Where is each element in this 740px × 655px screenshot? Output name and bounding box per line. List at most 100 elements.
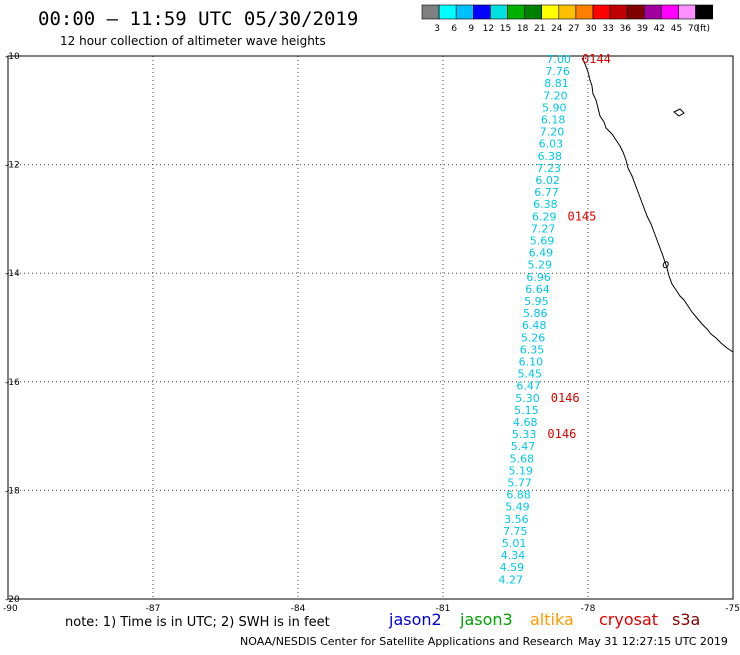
colorbar-label: 33	[602, 24, 613, 34]
wave-height-label: 7.20	[540, 126, 565, 139]
wave-height-label: 4.59	[500, 561, 525, 574]
lon-tick-label: -90	[3, 604, 18, 614]
wave-height-label: 5.30	[515, 392, 540, 405]
legend-s3a: s3a	[672, 610, 700, 629]
colorbar-label: 3	[434, 24, 440, 34]
lat-tick-label: -14	[5, 269, 20, 279]
colorbar-swatch	[626, 4, 645, 20]
lat-tick-label: -20	[5, 595, 20, 605]
coast-inlet	[662, 261, 669, 269]
wave-height-label: 4.34	[501, 549, 526, 562]
wave-height-label: 7.20	[543, 89, 568, 102]
wave-height-label: 5.26	[521, 331, 546, 344]
lon-tick-label: -84	[291, 604, 306, 614]
colorbar-label: 42	[654, 24, 665, 34]
wave-height-label: 6.48	[522, 319, 547, 332]
colorbar-swatch	[643, 4, 662, 20]
satellite-legend: jason2 jason3 altika cryosat s3a	[388, 610, 700, 629]
wave-height-label: 6.38	[533, 198, 558, 211]
color-scale: 3 6 9 12 15 18 21 24 27 30 33 36 39 42 45 70(ft)	[421, 4, 713, 34]
time-label: 0144	[582, 52, 611, 66]
wave-height-label: 8.81	[544, 77, 569, 90]
wave-height-label: 5.77	[507, 477, 532, 490]
wave-height-label: 6.29	[532, 210, 557, 223]
wave-height-label: 7.76	[545, 65, 570, 78]
wave-height-label: 6.10	[519, 356, 544, 369]
wave-height-label: 5.45	[517, 368, 542, 381]
colorbar-swatch	[541, 4, 560, 20]
wave-height-label: 3.56	[504, 513, 529, 526]
wave-height-label: 5.90	[542, 101, 567, 114]
wave-height-label: 7.75	[503, 525, 528, 538]
colorbar-swatch	[592, 4, 611, 20]
wave-height-label: 6.77	[534, 186, 559, 199]
wave-height-label: 6.35	[520, 343, 545, 356]
colorbar-swatch	[558, 4, 577, 20]
wave-height-label: 5.69	[530, 235, 555, 248]
colorbar-swatch	[507, 4, 525, 20]
footer-timestamp: May 31 12:27:15 UTC 2019	[578, 635, 728, 648]
legend-altika: altika	[530, 610, 574, 629]
time-label: 0146	[547, 427, 576, 441]
colorbar-label: 21	[534, 24, 545, 34]
lat-tick-label: -12	[5, 161, 20, 171]
satellite-track: 7.007.768.817.205.906.187.206.036.387.23…	[499, 52, 611, 586]
wave-height-label: 4.68	[513, 416, 538, 429]
note-text: note: 1) Time is in UTC; 2) SWH is in fe…	[65, 615, 330, 630]
map-frame	[7, 55, 734, 600]
lat-tick-label: -18	[5, 486, 20, 496]
wave-height-label: 5.29	[528, 259, 553, 272]
colorbar-swatch	[678, 4, 696, 20]
wave-height-label: 5.49	[505, 501, 530, 514]
wave-height-label: 6.02	[535, 174, 560, 187]
colorbar-label: 9	[468, 24, 474, 34]
wave-height-label: 5.01	[502, 537, 527, 550]
lon-tick-label: -81	[436, 604, 451, 614]
coastline-path	[581, 57, 734, 353]
wave-height-label: 5.19	[509, 464, 534, 477]
page-subtitle: 12 hour collection of altimeter wave hei…	[60, 34, 326, 48]
colorbar-label: 18	[517, 24, 529, 34]
colorbar-swatch	[524, 4, 542, 20]
wave-height-label: 6.88	[506, 489, 531, 502]
lon-tick-label: -75	[725, 604, 740, 614]
colorbar-swatch	[490, 4, 508, 20]
wave-height-label: 5.68	[510, 452, 535, 465]
colorbar-swatch	[472, 4, 491, 20]
time-label: 0145	[567, 209, 596, 223]
colorbar-swatch	[695, 4, 713, 20]
wave-height-label: 4.27	[499, 573, 524, 586]
wave-height-label: 5.86	[523, 307, 548, 320]
colorbar-label: 70	[688, 24, 700, 34]
colorbar-label: 12	[483, 24, 494, 34]
wave-height-label: 5.33	[512, 428, 537, 441]
time-label: 0146	[551, 391, 580, 405]
lon-tick-label: -78	[581, 604, 596, 614]
colorbar-label: 24	[551, 24, 563, 34]
legend-jason3: jason3	[459, 610, 513, 629]
footer-credit: NOAA/NESDIS Center for Satellite Applica…	[240, 635, 573, 648]
axis-ticks: -10 -12 -14 -16 -18 -20-90 -87 -84 -81 -78 -75	[3, 52, 740, 614]
wave-height-label: 5.15	[514, 404, 539, 417]
colorbar-label: 36	[619, 24, 631, 34]
colorbar-swatch	[455, 4, 474, 20]
wave-height-label: 5.95	[524, 295, 549, 308]
page-title: 00:00 – 11:59 UTC 05/30/2019	[38, 8, 358, 30]
lat-tick-label: -10	[5, 52, 20, 62]
colorbar-label: 30	[585, 24, 597, 34]
wave-height-label: 6.64	[525, 283, 550, 296]
wave-height-label: 7.23	[536, 162, 561, 175]
legend-jason2: jason2	[388, 610, 442, 629]
colorbar-swatch	[575, 4, 594, 20]
lat-tick-label: -16	[5, 378, 20, 388]
colorbar-label: 45	[671, 24, 682, 34]
colorbar-label: 39	[637, 24, 649, 34]
colorbar-label: 15	[500, 24, 511, 34]
colorbar-swatch	[421, 4, 440, 20]
wave-height-label: 7.27	[531, 222, 556, 235]
wave-height-label: 6.49	[529, 247, 554, 260]
colorbar-label: 6	[451, 24, 457, 34]
legend-cryosat: cryosat	[599, 610, 658, 629]
colorbar-swatch	[661, 4, 679, 20]
